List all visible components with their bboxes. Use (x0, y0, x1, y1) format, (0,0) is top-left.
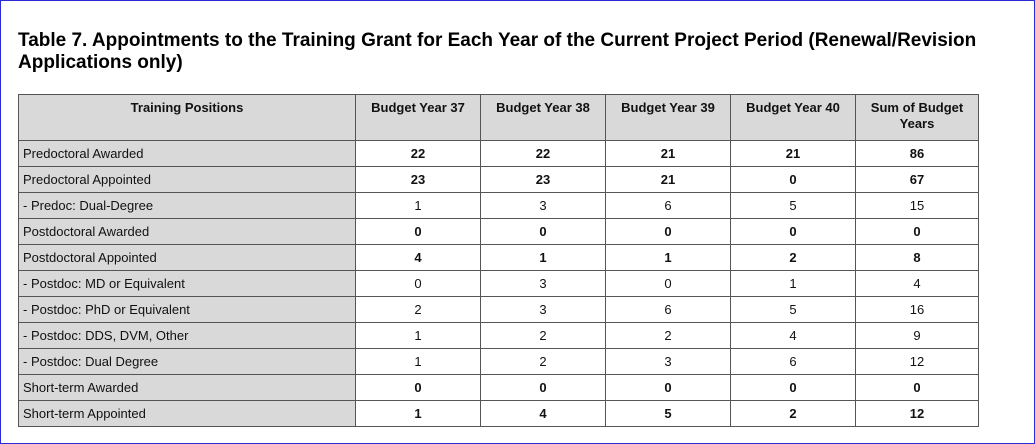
table-cell: 1 (355, 322, 481, 349)
table-cell: 23 (480, 166, 606, 193)
table-row: - Postdoc: PhD or Equivalent 2 3 6 5 16 (18, 296, 979, 323)
column-header-training-positions: Training Positions (18, 94, 356, 141)
column-header-budget-year-38: Budget Year 38 (480, 94, 606, 141)
table-row: Predoctoral Awarded 22 22 21 21 86 (18, 140, 979, 167)
table-cell: 1 (355, 192, 481, 219)
table-cell: 4 (355, 244, 481, 271)
table-cell: 9 (855, 322, 979, 349)
table-cell: 0 (730, 166, 856, 193)
table-cell: 16 (855, 296, 979, 323)
table-cell: 22 (355, 140, 481, 167)
column-header-budget-year-40: Budget Year 40 (730, 94, 856, 141)
table-row: Short-term Appointed 1 4 5 2 12 (18, 400, 979, 427)
table-cell: 12 (855, 348, 979, 375)
table-cell: 3 (480, 192, 606, 219)
row-label: Predoctoral Awarded (18, 140, 356, 167)
row-label: - Postdoc: MD or Equivalent (18, 270, 356, 297)
table-cell: 21 (730, 140, 856, 167)
table-cell: 2 (730, 244, 856, 271)
row-label: Postdoctoral Awarded (18, 218, 356, 245)
table-cell: 0 (355, 270, 481, 297)
table-cell: 3 (480, 270, 606, 297)
table-cell: 22 (480, 140, 606, 167)
table-cell: 2 (480, 322, 606, 349)
table-cell: 0 (730, 374, 856, 401)
row-label: Postdoctoral Appointed (18, 244, 356, 271)
table-cell: 6 (730, 348, 856, 375)
table-cell: 0 (355, 218, 481, 245)
table-cell: 21 (605, 140, 731, 167)
table-cell: 1 (355, 400, 481, 427)
row-label: Short-term Awarded (18, 374, 356, 401)
row-label: - Postdoc: Dual Degree (18, 348, 356, 375)
table-row: Postdoctoral Appointed 4 1 1 2 8 (18, 244, 979, 271)
table-cell: 1 (730, 270, 856, 297)
table-cell: 0 (605, 374, 731, 401)
table-cell: 23 (355, 166, 481, 193)
header-row: Training Positions Budget Year 37 Budget… (18, 94, 979, 141)
column-header-budget-year-39: Budget Year 39 (605, 94, 731, 141)
table-cell: 4 (730, 322, 856, 349)
table-cell: 5 (730, 192, 856, 219)
table-row: - Postdoc: Dual Degree 1 2 3 6 12 (18, 348, 979, 375)
table-cell: 0 (355, 374, 481, 401)
table-cell: 4 (480, 400, 606, 427)
table-cell: 6 (605, 192, 731, 219)
table-cell: 4 (855, 270, 979, 297)
table-cell: 8 (855, 244, 979, 271)
table-cell: 0 (605, 218, 731, 245)
table-cell: 21 (605, 166, 731, 193)
table-cell: 86 (855, 140, 979, 167)
table-cell: 67 (855, 166, 979, 193)
table-row: - Postdoc: DDS, DVM, Other 1 2 2 4 9 (18, 322, 979, 349)
table-cell: 0 (480, 374, 606, 401)
table-row: - Predoc: Dual-Degree 1 3 6 5 15 (18, 192, 979, 219)
row-label: - Predoc: Dual-Degree (18, 192, 356, 219)
row-label: Predoctoral Appointed (18, 166, 356, 193)
row-label: - Postdoc: PhD or Equivalent (18, 296, 356, 323)
table-row: Short-term Awarded 0 0 0 0 0 (18, 374, 979, 401)
table-row: - Postdoc: MD or Equivalent 0 3 0 1 4 (18, 270, 979, 297)
table-cell: 1 (480, 244, 606, 271)
table-cell: 12 (855, 400, 979, 427)
table-cell: 2 (730, 400, 856, 427)
table-cell: 3 (480, 296, 606, 323)
row-label: Short-term Appointed (18, 400, 356, 427)
table-cell: 3 (605, 348, 731, 375)
table-cell: 0 (855, 374, 979, 401)
table-cell: 0 (855, 218, 979, 245)
column-header-sum-of-budget-years: Sum of Budget Years (855, 94, 979, 141)
table-cell: 2 (480, 348, 606, 375)
table-cell: 2 (605, 322, 731, 349)
table-row: Postdoctoral Awarded 0 0 0 0 0 (18, 218, 979, 245)
table-cell: 0 (605, 270, 731, 297)
table-cell: 2 (355, 296, 481, 323)
table-row: Predoctoral Appointed 23 23 21 0 67 (18, 166, 979, 193)
table-cell: 1 (605, 244, 731, 271)
table-cell: 0 (730, 218, 856, 245)
table-body: Predoctoral Awarded 22 22 21 21 86 Predoctoral… (18, 140, 979, 427)
table-cell: 5 (730, 296, 856, 323)
row-label: - Postdoc: DDS, DVM, Other (18, 322, 356, 349)
appointments-table: Training Positions Budget Year 37 Budget… (18, 94, 979, 427)
table-cell: 6 (605, 296, 731, 323)
table-cell: 5 (605, 400, 731, 427)
column-header-budget-year-37: Budget Year 37 (355, 94, 481, 141)
table-cell: 0 (480, 218, 606, 245)
table-cell: 1 (355, 348, 481, 375)
table-title: Table 7. Appointments to the Training Gr… (18, 30, 977, 73)
table-cell: 15 (855, 192, 979, 219)
